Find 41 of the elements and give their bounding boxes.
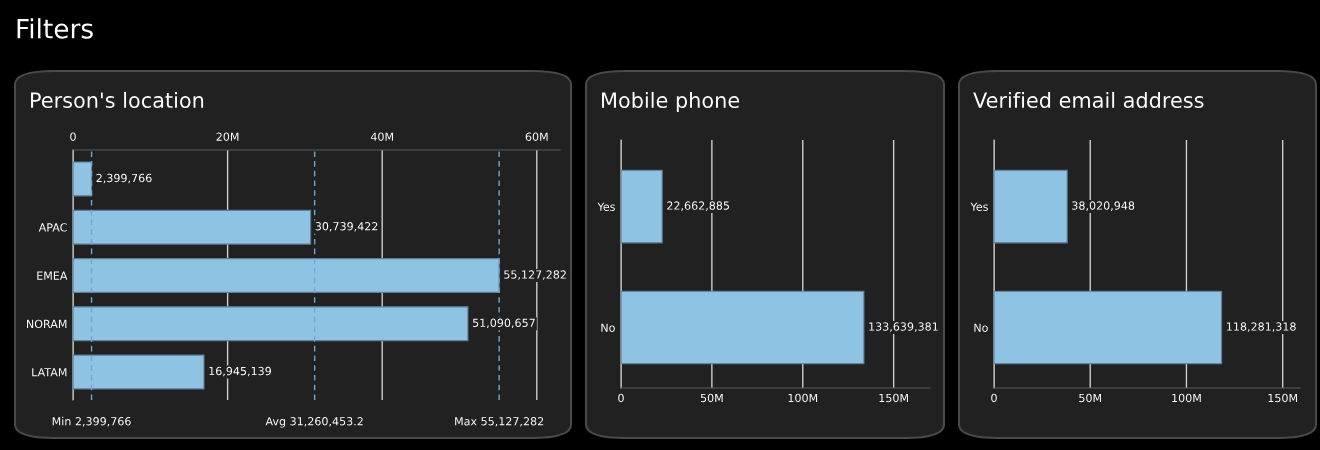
y-tick-label: Yes xyxy=(597,202,615,211)
x-tick-label: 150M xyxy=(1268,393,1297,403)
x-tick-label: 60M xyxy=(525,132,548,141)
text: Filters xyxy=(17,18,93,39)
data-label: 55,127,282 xyxy=(504,270,566,280)
data-label: 22,662,885 xyxy=(667,201,730,211)
bar xyxy=(73,209,312,245)
bar xyxy=(73,161,93,197)
x-tick-label: 20M xyxy=(216,132,239,141)
x-tick-label: 50M xyxy=(700,393,723,403)
ref-line-label: Avg 31,260,453.2 xyxy=(265,417,363,428)
chart-title: Mobile phone xyxy=(602,91,740,113)
bar xyxy=(73,354,205,390)
chart-title: Verified email address xyxy=(973,91,1204,109)
x-tick-label: 0 xyxy=(70,132,76,141)
y-tick-label: NORAM xyxy=(27,319,67,329)
x-tick-label: 0 xyxy=(618,393,624,403)
x-tick-label: 100M xyxy=(1172,393,1201,403)
x-tick-label: 0 xyxy=(991,393,997,403)
ref-line-label: Min 2,399,766 xyxy=(52,416,131,427)
x-tick-label: 150M xyxy=(879,393,908,403)
x-tick-label: 100M xyxy=(788,393,818,403)
y-tick-label: EMEA xyxy=(37,271,68,280)
x-tick-label: 40M xyxy=(370,132,393,141)
x-tick-label: 50M xyxy=(1079,393,1101,403)
data-label: 30,739,422 xyxy=(315,222,378,232)
data-label: 38,020,948 xyxy=(1072,201,1135,211)
ref-line-label: Max 55,127,282 xyxy=(455,417,544,427)
data-label: 51,090,657 xyxy=(472,318,535,329)
chart-title: Person's location xyxy=(31,91,204,109)
bar xyxy=(73,258,500,293)
data-label: 118,281,318 xyxy=(1227,322,1296,332)
y-tick-label: No xyxy=(601,323,615,332)
bar xyxy=(73,306,469,342)
y-tick-label: Yes xyxy=(970,202,988,211)
y-tick-label: No xyxy=(974,323,988,332)
y-tick-label: APAC xyxy=(38,223,67,232)
data-label: 16,945,139 xyxy=(209,366,271,377)
y-tick-label: LATAM xyxy=(32,368,67,377)
data-label: 133,639,381 xyxy=(869,322,938,332)
data-label: 2,399,766 xyxy=(96,173,152,184)
